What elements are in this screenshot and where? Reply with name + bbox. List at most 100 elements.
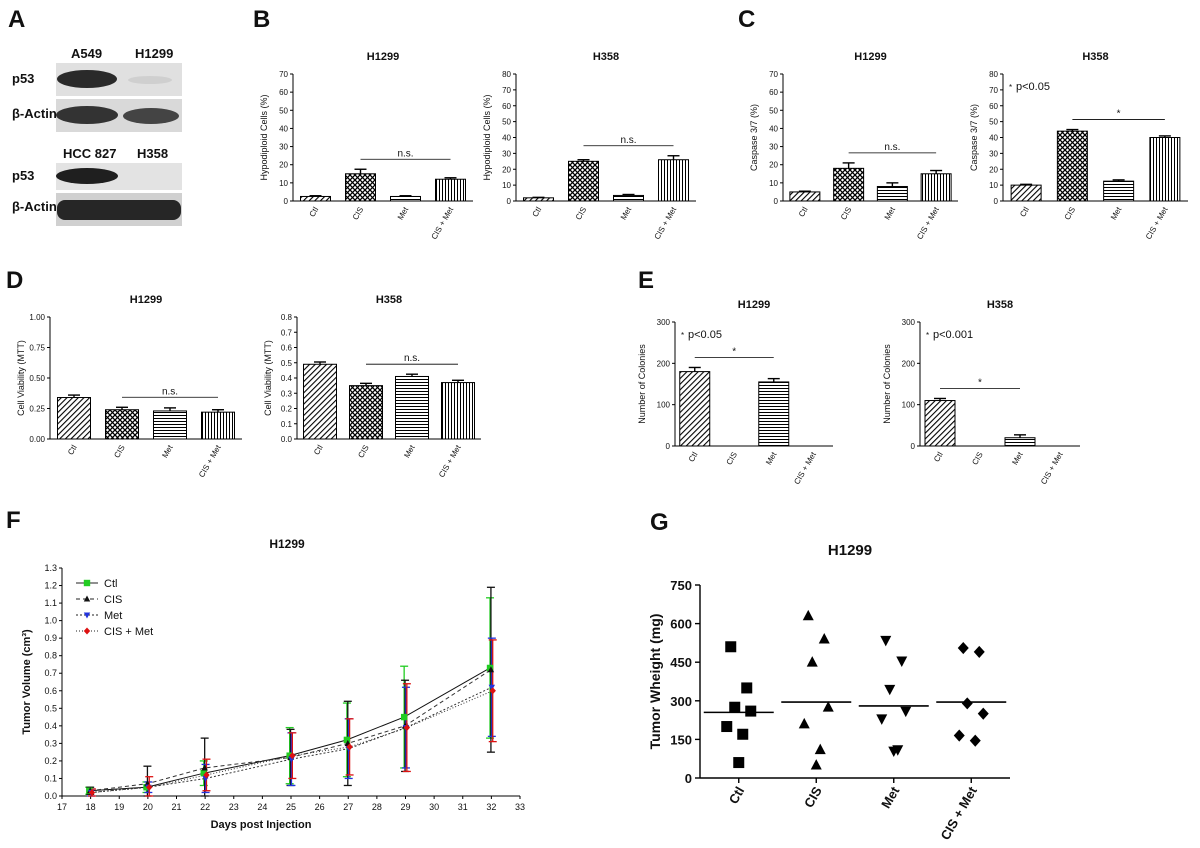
y-tick-label: 200 — [902, 359, 916, 368]
x-tick-label: Ctl — [1018, 205, 1031, 218]
x-tick-label: CIS + Met — [915, 205, 941, 241]
x-tick-label: 32 — [486, 802, 496, 812]
data-point — [900, 706, 912, 718]
bar — [568, 160, 599, 202]
legend-label: Met — [104, 610, 122, 622]
y-axis-label: Tumor Volume (cm³) — [21, 629, 33, 735]
x-tick-label: Met — [1010, 450, 1025, 467]
y-tick-label: 0.5 — [44, 703, 57, 713]
legend-label: CIS — [104, 594, 122, 606]
y-tick-label: 0.1 — [281, 420, 293, 429]
y-tick-label: 10 — [502, 181, 511, 190]
x-tick-label: Ctl — [66, 443, 79, 456]
x-tick-label: CIS + Met — [430, 205, 456, 241]
x-tick-label: CIS + Met — [197, 443, 223, 479]
bar — [441, 382, 475, 440]
y-tick-label: 150 — [670, 732, 692, 747]
x-tick-label: CIS — [970, 451, 984, 467]
y-tick-label: 70 — [989, 86, 998, 95]
bar-chart-d1: H1299 0.00 0.25 0.50 0.75 1.00 Cell Viability … — [16, 294, 242, 479]
blot-row-label: β-Actin — [12, 106, 57, 121]
data-point — [741, 682, 753, 694]
y-tick-label: 450 — [670, 655, 692, 670]
y-tick-label: 10 — [769, 179, 778, 188]
data-point — [488, 684, 496, 691]
x-tick-label: CIS — [801, 784, 825, 811]
p-value-annotation: p<0.05 — [1016, 81, 1050, 93]
panel-letter-e: E — [638, 267, 654, 294]
bar — [758, 381, 790, 447]
y-tick-label: 0 — [507, 197, 512, 206]
x-tick-label: CIS + Met — [1039, 450, 1065, 486]
blot-row-label: p53 — [12, 168, 34, 183]
y-tick-label: 40 — [989, 134, 998, 143]
blot-lane-label: A549 — [71, 46, 102, 61]
bar — [349, 385, 383, 440]
bar — [924, 400, 956, 447]
y-tick-label: 0.4 — [44, 721, 57, 731]
x-tick-label: 31 — [458, 802, 468, 812]
y-tick-label: 300 — [657, 318, 671, 327]
bar-chart-e1: H1299 0 100 200 300 Number of Colonies Ctl CIS M… — [637, 299, 833, 486]
bar — [1056, 130, 1088, 202]
x-tick-label: CIS + Met — [792, 450, 818, 486]
bar — [303, 363, 337, 440]
blot-band — [57, 200, 181, 220]
legend-marker — [83, 595, 91, 602]
bar — [920, 173, 952, 202]
bar — [679, 371, 711, 447]
x-tick-label: 22 — [200, 802, 210, 812]
data-point — [961, 697, 973, 710]
y-tick-label: 10 — [279, 179, 288, 188]
legend-label: CIS + Met — [104, 626, 153, 638]
x-tick-label: Met — [619, 205, 634, 222]
bar — [1010, 184, 1042, 202]
significance-label: * — [1117, 109, 1121, 120]
y-tick-label: 70 — [279, 70, 288, 79]
y-tick-label: 80 — [502, 70, 511, 79]
panel-letter-g: G — [650, 509, 669, 536]
bar — [523, 197, 554, 202]
y-tick-label: 0 — [685, 771, 692, 786]
x-tick-label: 28 — [372, 802, 382, 812]
chart-title: H1299 — [828, 542, 872, 559]
data-point — [733, 757, 745, 769]
x-tick-label: 30 — [429, 802, 439, 812]
y-tick-label: 100 — [902, 401, 916, 410]
y-tick-label: 50 — [502, 118, 511, 127]
bar — [833, 167, 865, 202]
panel-letter-d: D — [6, 267, 23, 294]
legend-marker — [83, 612, 91, 619]
y-tick-label: 0.7 — [44, 668, 57, 678]
blot-lane-label: H358 — [137, 146, 168, 161]
data-point — [810, 759, 822, 770]
bar-chart-c1: H1299 0 10 20 30 40 50 60 70 Caspase 3/7 (%) Ctl CI… — [749, 51, 958, 241]
y-tick-label: 50 — [279, 106, 288, 115]
x-tick-label: CIS + Met — [653, 205, 679, 241]
data-point — [203, 771, 210, 779]
y-tick-label: 0.50 — [29, 374, 45, 383]
data-point — [884, 684, 896, 696]
chart-title: H1299 — [854, 51, 886, 63]
bar — [153, 410, 187, 440]
y-axis-label: Hypodiploid Cells (%) — [482, 94, 492, 180]
bar-chart-c2: H358 0 10 20 30 40 50 60 70 80 Caspase 3/7 (%) Ctl C… — [969, 51, 1188, 241]
y-tick-label: 80 — [989, 70, 998, 79]
data-point — [973, 645, 985, 658]
x-tick-label: 19 — [114, 802, 124, 812]
bar — [1004, 437, 1036, 447]
chart-title: H1299 — [130, 294, 162, 306]
y-tick-label: 10 — [989, 181, 998, 190]
y-tick-label: 1.3 — [44, 563, 57, 573]
data-point — [88, 788, 96, 797]
x-tick-label: CIS — [839, 206, 853, 222]
y-tick-label: 50 — [769, 106, 778, 115]
bar — [435, 178, 466, 202]
x-tick-label: 23 — [229, 802, 239, 812]
y-tick-label: 20 — [769, 161, 778, 170]
significance-star: * — [681, 331, 684, 340]
data-point — [745, 705, 757, 717]
y-axis-label: Caspase 3/7 (%) — [749, 104, 759, 171]
x-tick-label: Ctl — [687, 450, 700, 463]
legend-label: Ctl — [104, 578, 117, 590]
